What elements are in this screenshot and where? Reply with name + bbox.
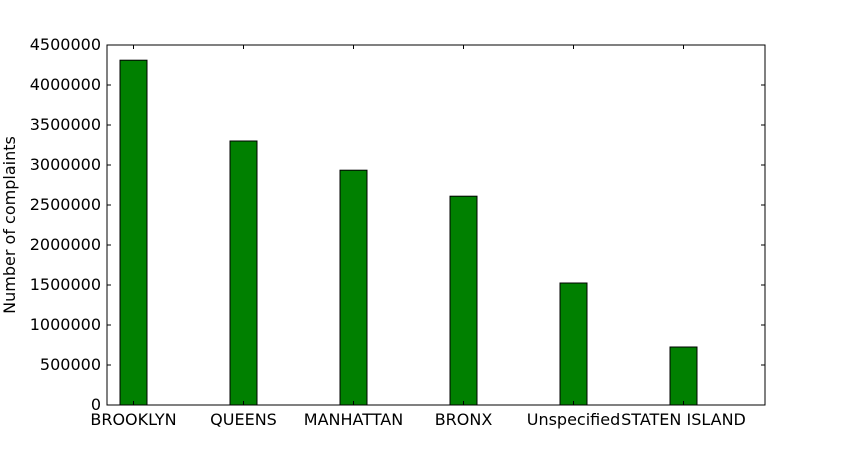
plot-frame	[106, 44, 766, 406]
x-tick-label: STATEN ISLAND	[621, 410, 746, 429]
bar-manhattan	[339, 169, 368, 406]
y-axis-ticks: 0 500000 1000000 1500000 2000000 2500000 30000…	[30, 35, 765, 414]
y-tick-label: 3500000	[30, 115, 101, 134]
y-tick-label: 3000000	[30, 155, 101, 174]
y-tick-label: 1000000	[30, 315, 101, 334]
bar-unspecified	[559, 282, 588, 406]
y-tick-label: 2500000	[30, 195, 101, 214]
y-tick-label: 4500000	[30, 35, 101, 54]
y-tick-label: 4000000	[30, 75, 101, 94]
y-tick-label: 2000000	[30, 235, 101, 254]
x-axis-ticks: BROOKLYN QUEENS MANHATTAN BRONX Unspecified S…	[90, 45, 746, 429]
x-tick-label: QUEENS	[210, 410, 277, 429]
bar-staten-island	[669, 346, 698, 406]
bar-brooklyn	[119, 59, 148, 406]
plot-area	[107, 45, 765, 405]
bar-queens	[229, 140, 258, 406]
y-tick-label: 500000	[40, 355, 101, 374]
x-tick-label: BROOKLYN	[90, 410, 176, 429]
x-tick-label: MANHATTAN	[304, 410, 403, 429]
bars-group	[119, 59, 698, 406]
y-tick-label: 1500000	[30, 275, 101, 294]
bar-bronx	[449, 195, 478, 406]
y-axis-label: Number of complaints	[0, 136, 19, 314]
x-tick-label: Unspecified	[527, 410, 621, 429]
x-tick-label: BRONX	[435, 410, 493, 429]
y-tick-label: 0	[91, 395, 101, 414]
